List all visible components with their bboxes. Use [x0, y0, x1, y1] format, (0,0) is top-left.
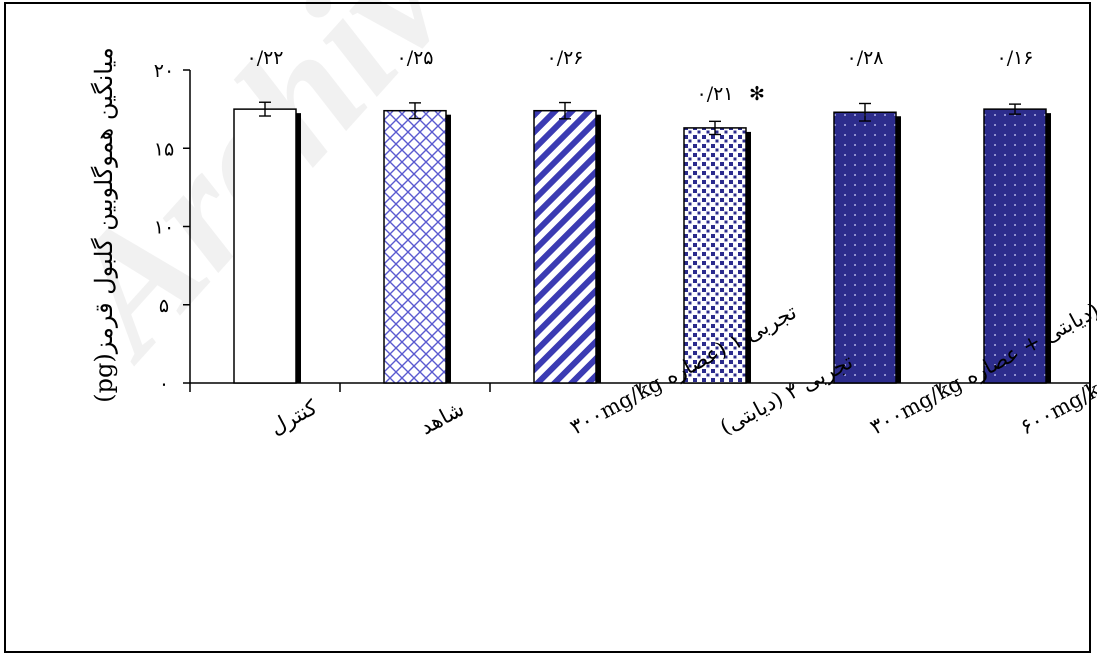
bars-group [233, 101, 1051, 384]
y-tick-label: ۰ [159, 373, 169, 395]
x-tick-label: شاهد [416, 397, 468, 440]
bar [533, 109, 597, 384]
data-label: ۰/۲۶ [546, 47, 583, 69]
data-label: ۰/۲۵ [396, 47, 433, 69]
data-label: ۰/۲۲ [246, 47, 283, 69]
significance-marker: ✻ [749, 83, 765, 105]
chart-axes: ۰ ۵ ۱۰ ۱۵ ۲۰ [154, 60, 1091, 395]
bar [383, 109, 447, 384]
data-label: ۰/۱۶ [996, 47, 1033, 69]
bar [833, 111, 897, 384]
x-tick-label: کنترل [266, 395, 321, 440]
y-tick-label: ۱۰ [154, 217, 174, 239]
data-label: ۰/۲۱ [696, 83, 733, 105]
data-label: ۰/۲۸ [846, 47, 883, 69]
y-tick-label: ۲۰ [154, 60, 174, 82]
y-axis-title: میانگین هموگلوبین گلبول قرمز(pg) [90, 47, 118, 402]
bar [983, 108, 1047, 384]
bar [683, 127, 747, 384]
y-tick-label: ۵ [159, 295, 169, 317]
bar [233, 108, 297, 384]
y-tick-label: ۱۵ [154, 138, 174, 160]
